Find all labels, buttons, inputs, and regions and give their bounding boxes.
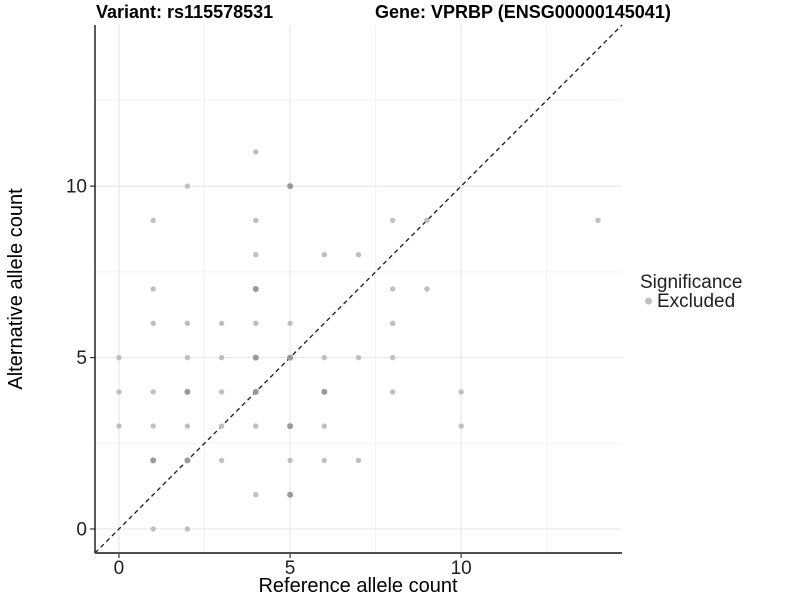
data-point xyxy=(184,354,191,361)
data-point xyxy=(253,149,259,155)
data-point xyxy=(184,388,191,395)
data-point xyxy=(321,457,327,464)
data-point xyxy=(150,457,157,464)
data-point xyxy=(253,492,259,498)
gridlines xyxy=(95,25,622,553)
data-point xyxy=(390,286,396,292)
legend-title: Significance xyxy=(640,272,742,293)
legend-label-excluded: Excluded xyxy=(657,291,735,312)
data-point xyxy=(458,423,464,429)
data-point xyxy=(287,183,294,190)
data-point xyxy=(150,320,156,326)
axis-tick-labels: 0 5 10 0 5 10 xyxy=(66,177,472,579)
data-point xyxy=(218,354,225,361)
y-axis-title: Alternative allele count xyxy=(5,188,27,390)
identity-dashed-line xyxy=(94,24,623,554)
data-point xyxy=(355,252,362,258)
data-point xyxy=(253,423,259,429)
x-tick-label: 0 xyxy=(114,558,125,579)
data-point xyxy=(253,320,259,326)
data-point xyxy=(390,354,396,361)
data-point xyxy=(184,526,191,532)
data-point xyxy=(252,354,259,361)
data-point xyxy=(321,423,327,429)
data-point xyxy=(390,389,396,395)
data-point xyxy=(424,286,430,292)
x-axis-title: Reference allele count xyxy=(258,575,457,597)
data-point xyxy=(253,252,259,258)
data-point xyxy=(321,354,327,361)
data-point xyxy=(150,389,156,395)
data-point xyxy=(184,423,191,429)
data-point xyxy=(116,354,122,361)
data-point xyxy=(218,423,225,429)
data-point xyxy=(321,252,327,258)
data-point xyxy=(287,354,294,361)
data-point xyxy=(390,217,396,224)
data-point xyxy=(287,457,293,464)
data-point xyxy=(150,423,156,429)
variant-title: Variant: rs115578531 xyxy=(96,2,273,22)
data-point xyxy=(150,526,156,532)
data-point xyxy=(116,423,122,429)
data-point xyxy=(390,320,396,326)
data-point xyxy=(458,389,464,395)
x-tick-label: 10 xyxy=(451,558,472,579)
data-point xyxy=(287,491,294,498)
gene-title: Gene: VPRBP (ENSG00000145041) xyxy=(375,2,671,22)
data-point xyxy=(184,183,191,189)
data-point xyxy=(252,286,259,292)
data-point xyxy=(253,217,259,224)
data-point xyxy=(424,217,430,224)
data-point xyxy=(321,388,328,395)
data-point xyxy=(150,286,156,292)
y-tick-label: 0 xyxy=(76,520,87,541)
scatter-points xyxy=(116,149,601,532)
y-tick-label: 10 xyxy=(66,177,87,198)
data-point xyxy=(218,389,225,395)
data-point xyxy=(287,320,293,326)
data-point xyxy=(150,217,156,224)
data-point xyxy=(595,217,601,224)
y-tick-label: 5 xyxy=(76,348,87,369)
data-point xyxy=(218,320,225,326)
data-point xyxy=(218,457,225,464)
data-point xyxy=(287,423,294,430)
legend-point-icon xyxy=(645,297,652,305)
axis-tick-marks xyxy=(90,185,462,558)
data-point xyxy=(252,388,259,395)
x-tick-label: 5 xyxy=(285,558,296,579)
data-point xyxy=(184,320,191,326)
data-point xyxy=(116,389,122,395)
data-point xyxy=(184,457,191,464)
data-point xyxy=(355,457,362,464)
data-point xyxy=(355,354,362,361)
